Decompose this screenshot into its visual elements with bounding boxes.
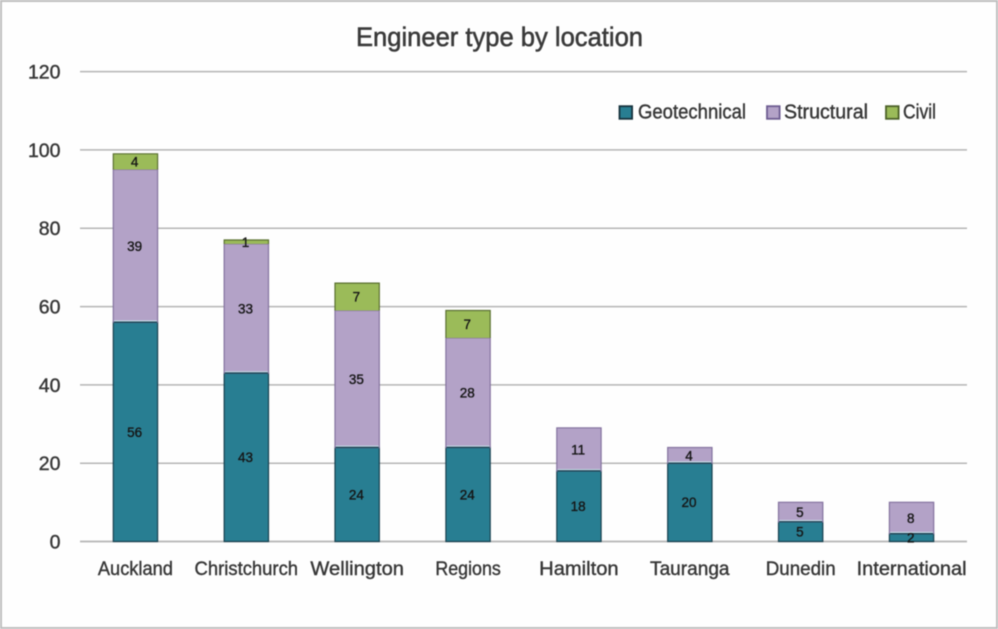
- svg-text:7: 7: [464, 317, 472, 332]
- svg-text:39: 39: [127, 239, 142, 254]
- svg-text:20: 20: [681, 495, 696, 510]
- svg-text:International: International: [857, 558, 967, 580]
- svg-text:35: 35: [349, 372, 364, 387]
- svg-text:80: 80: [39, 218, 61, 240]
- svg-text:Hamilton: Hamilton: [539, 558, 619, 580]
- svg-text:56: 56: [127, 425, 142, 440]
- svg-text:8: 8: [907, 511, 915, 526]
- svg-text:4: 4: [131, 155, 139, 170]
- svg-text:5: 5: [796, 505, 804, 520]
- svg-text:Structural: Structural: [784, 102, 868, 124]
- svg-text:60: 60: [39, 297, 61, 319]
- svg-text:Wellington: Wellington: [310, 558, 404, 580]
- svg-text:Dunedin: Dunedin: [766, 558, 836, 580]
- svg-text:Auckland: Auckland: [98, 558, 173, 580]
- svg-text:Christchurch: Christchurch: [195, 558, 299, 580]
- svg-text:28: 28: [460, 386, 475, 401]
- svg-text:7: 7: [353, 290, 361, 305]
- svg-text:5: 5: [796, 525, 804, 540]
- svg-text:43: 43: [238, 450, 253, 465]
- svg-text:Regions: Regions: [435, 558, 501, 580]
- svg-text:0: 0: [50, 532, 61, 554]
- svg-text:4: 4: [685, 448, 693, 463]
- svg-text:24: 24: [349, 487, 365, 502]
- svg-text:Tauranga: Tauranga: [650, 558, 730, 580]
- svg-text:24: 24: [460, 487, 476, 502]
- svg-text:11: 11: [571, 442, 585, 457]
- svg-text:18: 18: [571, 499, 586, 514]
- svg-text:120: 120: [28, 62, 61, 84]
- svg-text:Geotechnical: Geotechnical: [638, 102, 746, 124]
- svg-text:40: 40: [39, 375, 61, 397]
- svg-text:20: 20: [39, 453, 61, 475]
- svg-text:33: 33: [238, 301, 253, 316]
- svg-text:Engineer type by location: Engineer type by location: [356, 22, 643, 52]
- svg-text:1: 1: [242, 235, 250, 250]
- svg-text:Civil: Civil: [903, 102, 936, 124]
- svg-text:2: 2: [907, 531, 915, 546]
- svg-text:100: 100: [28, 140, 61, 162]
